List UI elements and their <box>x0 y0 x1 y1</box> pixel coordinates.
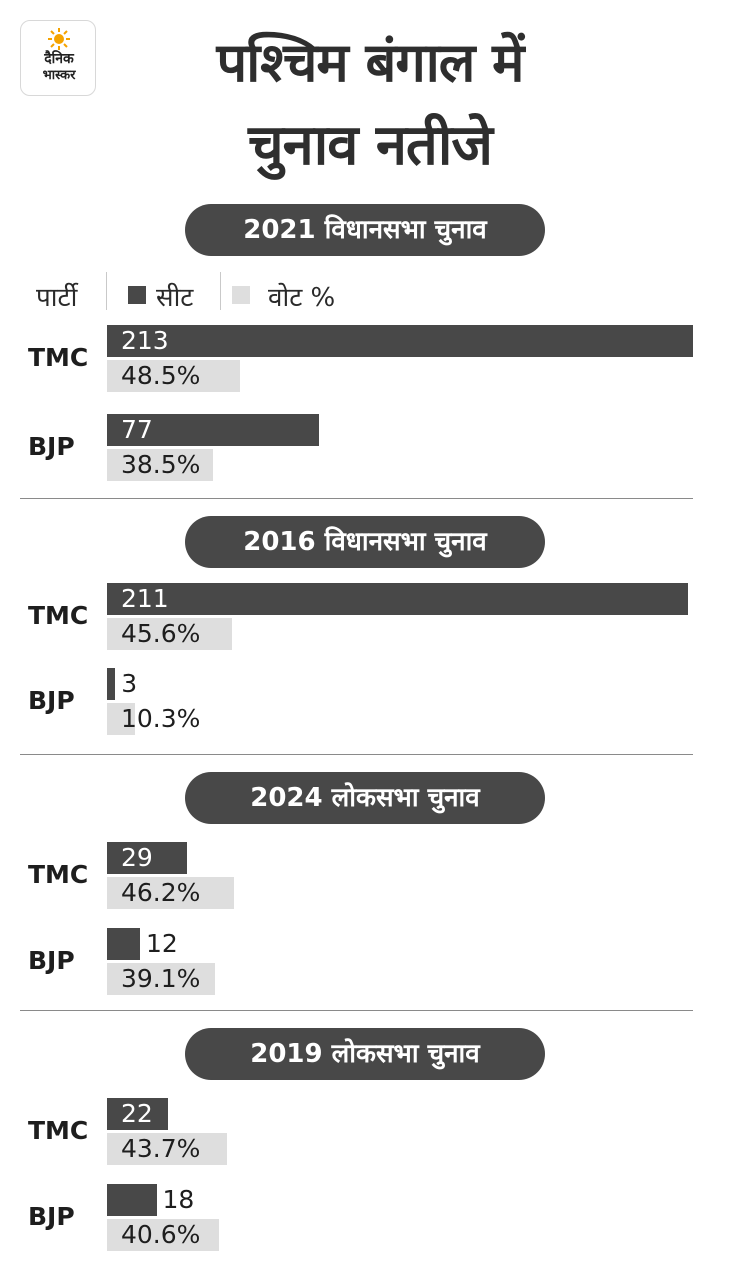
section-divider <box>20 498 693 499</box>
seat-bar <box>107 668 116 700</box>
seat-bar <box>107 414 319 446</box>
section-divider <box>20 1010 693 1011</box>
seat-bar <box>107 325 693 357</box>
seat-value-label: 12 <box>146 929 178 958</box>
vote-value-label: 40.6% <box>121 1220 201 1249</box>
legend-seat-label: सीट <box>156 283 194 313</box>
legend-party-label: पार्टी <box>36 283 78 313</box>
party-label: TMC <box>28 860 89 889</box>
party-label: TMC <box>28 1116 89 1145</box>
vote-value-label: 48.5% <box>121 361 201 390</box>
party-label: BJP <box>28 1202 75 1231</box>
seat-value-label: 213 <box>121 326 169 355</box>
seat-bar <box>107 928 140 960</box>
vote-value-label: 10.3% <box>121 704 201 733</box>
legend-vote-swatch <box>232 286 250 304</box>
seat-bar <box>107 583 688 615</box>
vote-bar <box>107 618 233 650</box>
vote-bar <box>107 703 136 735</box>
legend-seat-swatch <box>128 286 146 304</box>
chart-legend: पार्टी सीट वोट % <box>0 272 730 313</box>
seat-value-label: 77 <box>121 415 153 444</box>
section-title-pill: 2021 विधानसभा चुनाव <box>185 204 545 256</box>
vote-bar <box>107 360 241 392</box>
party-label: BJP <box>28 432 75 461</box>
vote-value-label: 45.6% <box>121 619 201 648</box>
vote-value-label: 39.1% <box>121 964 201 993</box>
vote-value-label: 38.5% <box>121 450 201 479</box>
legend-divider <box>106 272 107 310</box>
seat-value-label: 3 <box>121 669 138 698</box>
section-title-pill: 2016 विधानसभा चुनाव <box>185 516 545 568</box>
party-label: BJP <box>28 946 75 975</box>
party-label: BJP <box>28 686 75 715</box>
legend-divider <box>220 272 221 310</box>
seat-bar <box>107 1184 157 1216</box>
vote-bar <box>107 877 235 909</box>
sun-icon <box>48 28 70 50</box>
vote-value-label: 43.7% <box>121 1134 201 1163</box>
logo-text-line1: दैनिक <box>44 51 74 67</box>
vote-bar <box>107 1219 219 1251</box>
section-divider <box>20 754 693 755</box>
dainik-bhaskar-logo: दैनिक भास्कर <box>20 20 96 96</box>
logo-text-line2: भास्कर <box>42 68 76 83</box>
section-title-pill: 2019 लोकसभा चुनाव <box>185 1028 545 1080</box>
page-title-line2: चुनाव नतीजे <box>248 113 493 178</box>
vote-bar <box>107 1133 228 1165</box>
party-label: TMC <box>28 343 89 372</box>
seat-value-label: 211 <box>121 584 169 613</box>
seat-bar <box>107 842 187 874</box>
seat-value-label: 29 <box>121 843 153 872</box>
section-title-pill: 2024 लोकसभा चुनाव <box>185 772 545 824</box>
seat-bar <box>107 1098 168 1130</box>
vote-bar <box>107 449 213 481</box>
seat-value-label: 18 <box>162 1185 195 1214</box>
vote-bar <box>107 963 215 995</box>
legend-vote-label: वोट % <box>268 283 336 313</box>
vote-value-label: 46.2% <box>121 878 201 907</box>
party-label: TMC <box>28 601 89 630</box>
page-title-line1: पश्चिम बंगाल में <box>216 31 525 94</box>
seat-value-label: 22 <box>121 1099 153 1128</box>
